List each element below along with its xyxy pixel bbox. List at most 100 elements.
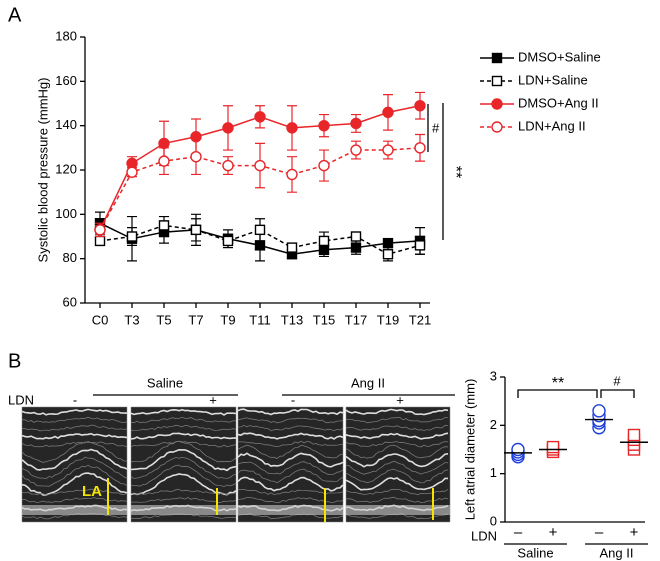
marker — [319, 121, 329, 131]
y-tick-label: 180 — [55, 28, 77, 43]
marker — [383, 107, 393, 117]
marker — [512, 444, 524, 456]
marker — [351, 118, 361, 128]
marker — [255, 112, 265, 122]
y-tick-label: 140 — [55, 117, 77, 132]
y-tick-label: 120 — [55, 161, 77, 176]
x-tick-label: T9 — [220, 312, 235, 327]
x-tick-label: T19 — [377, 312, 399, 327]
annotation: # — [613, 373, 621, 388]
x-tick-label: + — [549, 524, 558, 541]
marker — [287, 169, 297, 179]
y-tick-label: 160 — [55, 73, 77, 88]
marker — [223, 161, 233, 171]
marker — [548, 442, 559, 453]
annotation: ** — [552, 375, 564, 392]
legend-label: LDN+Ang II — [518, 118, 586, 133]
x-tick-label: – — [595, 524, 604, 541]
marker — [128, 232, 137, 241]
echo-image — [238, 407, 343, 522]
marker — [223, 123, 233, 133]
x-tick-label: – — [514, 524, 523, 541]
group-label: Ang II — [351, 375, 385, 390]
y-tick-label: 100 — [55, 206, 77, 221]
marker — [629, 430, 640, 441]
marker — [191, 152, 201, 162]
marker — [415, 101, 425, 111]
marker — [416, 241, 425, 250]
marker — [192, 225, 201, 234]
row-label: LDN — [8, 392, 34, 407]
y-tick-label: 0 — [490, 513, 497, 528]
x-tick-label: T3 — [124, 312, 139, 327]
marker — [352, 232, 361, 241]
marker — [383, 145, 393, 155]
sign: - — [291, 392, 295, 407]
y-tick-label: 80 — [63, 250, 77, 265]
panel-label: A — [8, 4, 22, 26]
marker — [319, 161, 329, 171]
y-tick-label: 3 — [490, 368, 497, 383]
y-tick-label: 60 — [63, 294, 77, 309]
x-tick-label: + — [630, 524, 639, 541]
x-tick-label: T11 — [249, 312, 270, 327]
x-tick-label: T15 — [313, 312, 335, 327]
marker — [95, 225, 105, 235]
echo-bottom — [238, 505, 343, 515]
la-label: LA — [82, 483, 102, 500]
marker — [351, 145, 361, 155]
x-tick-label: T21 — [409, 312, 431, 327]
bracket — [601, 390, 634, 398]
marker — [256, 241, 265, 250]
legend-label: DMSO+Ang II — [518, 95, 599, 110]
marker — [255, 161, 265, 171]
echo-bottom — [346, 505, 450, 515]
echo-bottom — [131, 505, 236, 515]
marker — [96, 236, 105, 245]
marker — [593, 405, 605, 417]
group-label: Saline — [147, 375, 183, 390]
marker — [287, 123, 297, 133]
echo-image — [131, 407, 236, 522]
annotation: ** — [447, 166, 464, 178]
legend-label: DMSO+Saline — [518, 49, 601, 64]
legend-label: LDN+Saline — [518, 72, 588, 87]
marker — [256, 225, 265, 234]
marker — [224, 236, 233, 245]
y-axis-label: Systolic blood pressure (mmHg) — [35, 78, 50, 263]
echo-images — [22, 407, 450, 522]
group-label: Ang II — [600, 545, 634, 560]
y-tick-label: 2 — [490, 417, 497, 432]
panel-label: B — [8, 350, 21, 372]
sign: + — [209, 392, 217, 407]
legend-marker — [493, 77, 502, 86]
legend-marker — [493, 54, 502, 63]
echo-image — [22, 407, 127, 522]
marker — [320, 236, 329, 245]
marker — [159, 138, 169, 148]
marker — [384, 239, 393, 248]
x-tick-label: T7 — [188, 312, 203, 327]
marker — [384, 250, 393, 259]
marker — [159, 156, 169, 166]
marker — [352, 243, 361, 252]
x-tick-label: T17 — [345, 312, 367, 327]
marker — [127, 167, 137, 177]
x-tick-label: T5 — [156, 312, 171, 327]
sign: + — [396, 392, 404, 407]
marker — [288, 243, 297, 252]
marker — [160, 221, 169, 230]
annotation: # — [432, 120, 440, 135]
y-tick-label: 1 — [490, 465, 497, 480]
legend-marker — [492, 122, 502, 132]
x-axis-label: LDN — [471, 528, 497, 543]
sign: - — [73, 392, 77, 407]
x-tick-label: T13 — [281, 312, 303, 327]
marker — [415, 143, 425, 153]
group-label: Saline — [517, 545, 553, 560]
legend-marker — [492, 99, 502, 109]
echo-bottom — [22, 505, 127, 515]
y-axis-label: Left atrial diameter (mm) — [462, 379, 477, 521]
x-tick-label: C0 — [92, 312, 109, 327]
